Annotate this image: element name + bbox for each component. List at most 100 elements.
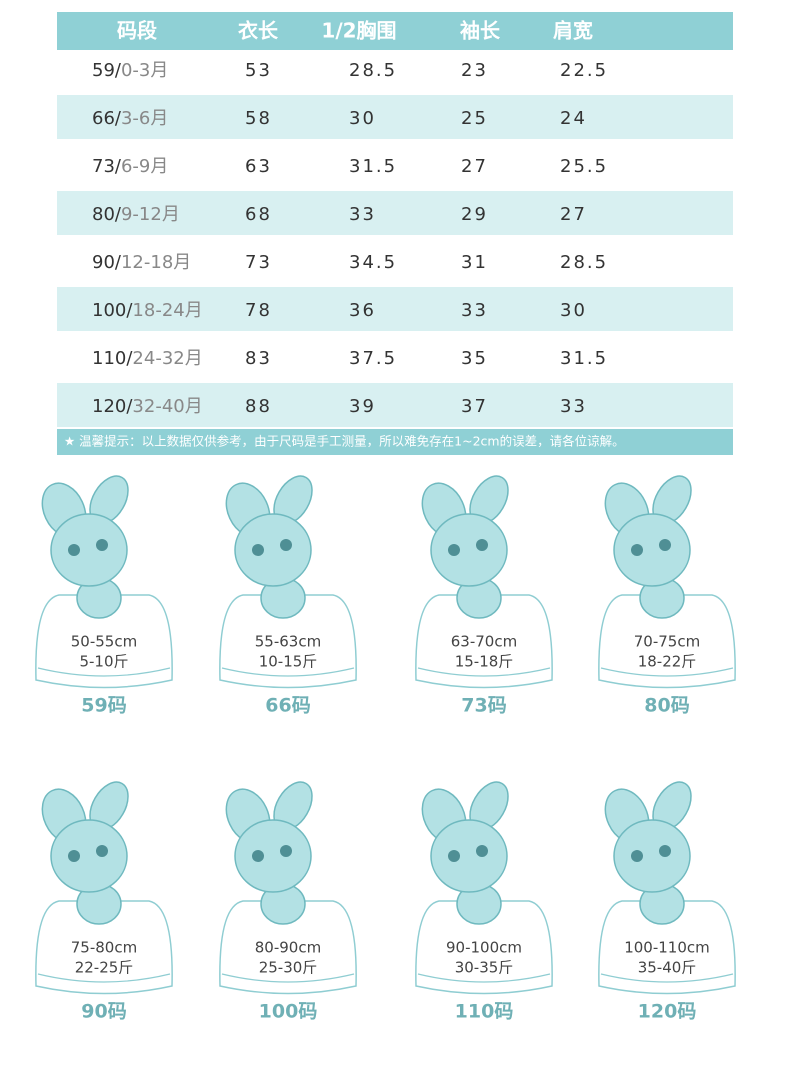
card-size: 110码 (455, 1001, 514, 1023)
measure-cell: 35 (461, 348, 488, 369)
size-number: 59/ (92, 60, 122, 81)
age-range: 0-3月 (121, 60, 168, 81)
size-cell: 59/0-3月 (92, 60, 168, 81)
header-cell: 袖长 (460, 19, 501, 43)
bunny-head (50, 513, 128, 587)
card-weight: 18-22斤 (638, 653, 697, 671)
measure-cell: 31.5 (560, 348, 608, 369)
size-cell: 100/18-24月 (92, 300, 203, 321)
card: 90-100cm 30-35斤 110码 (415, 781, 553, 1023)
header-cell: 肩宽 (553, 19, 593, 43)
cushion-edge (37, 667, 171, 677)
card-size: 80码 (644, 695, 689, 717)
bunny-eye (631, 544, 643, 556)
cushion (35, 594, 173, 689)
measure-cell: 24 (560, 108, 587, 129)
size-cell: 120/32-40月 (92, 396, 203, 417)
header-cell: 1/2胸围 (321, 19, 396, 43)
bunny-eye (476, 845, 488, 857)
bunny-eye (68, 544, 80, 556)
card-weight: 35-40斤 (638, 959, 697, 977)
card: 70-75cm 18-22斤 80码 (598, 475, 736, 717)
card-weight: 30-35斤 (455, 959, 514, 977)
cushion-edge (37, 973, 171, 983)
card-height: 75-80cm (71, 939, 137, 957)
size-cell: 73/6-9月 (92, 156, 168, 177)
card-size: 100码 (259, 1001, 318, 1023)
card-size: 120码 (638, 1001, 697, 1023)
cushion (219, 900, 357, 995)
card-size: 59码 (81, 695, 126, 717)
card: 50-55cm 5-10斤 59码 (35, 475, 173, 717)
row-band (57, 191, 733, 235)
note-bg (57, 429, 733, 455)
row-band (57, 95, 733, 139)
card-weight: 5-10斤 (79, 653, 128, 671)
measure-cell: 33 (349, 204, 376, 225)
bunny-eye (96, 845, 108, 857)
bunny-eye (280, 845, 292, 857)
card-size: 90码 (81, 1001, 126, 1023)
bunny-eye (252, 850, 264, 862)
card-height: 50-55cm (71, 633, 137, 651)
card-height: 63-70cm (451, 633, 517, 651)
measure-cell: 30 (349, 108, 376, 129)
size-cell: 80/9-12月 (92, 204, 180, 225)
size-number: 100/ (92, 300, 133, 321)
age-range: 18-24月 (132, 300, 202, 321)
card: 75-80cm 22-25斤 90码 (35, 781, 173, 1023)
size-number: 66/ (92, 108, 122, 129)
measure-cell: 33 (560, 396, 587, 417)
row-band (57, 287, 733, 331)
age-range: 6-9月 (121, 156, 168, 177)
bunny-eye (448, 544, 460, 556)
card: 80-90cm 25-30斤 100码 (219, 781, 357, 1023)
card-weight: 15-18斤 (455, 653, 514, 671)
size-number: 73/ (92, 156, 122, 177)
measure-cell: 63 (245, 156, 272, 177)
note: ★ 温馨提示：以上数据仅供参考，由于尺码是手工测量，所以难免存在1~2cm的误差… (64, 434, 625, 449)
cushion (415, 594, 553, 689)
measure-cell: 53 (245, 60, 272, 81)
cushion-edge (600, 667, 734, 677)
card-height: 100-110cm (624, 939, 710, 957)
age-range: 12-18月 (121, 252, 191, 273)
card-height: 80-90cm (255, 939, 321, 957)
bunny-eye (659, 539, 671, 551)
bunny-eye (280, 539, 292, 551)
size-number: 120/ (92, 396, 133, 417)
bunny-eye (96, 539, 108, 551)
bunny-eye (68, 850, 80, 862)
cushion (35, 900, 173, 995)
bunny-head (50, 819, 128, 893)
cushion-edge (221, 667, 355, 677)
cushion-edge (221, 973, 355, 983)
bunny-eye (659, 845, 671, 857)
measure-cell: 23 (461, 60, 488, 81)
bunny-head (234, 819, 312, 893)
measure-cell: 29 (461, 204, 488, 225)
measure-cell: 28.5 (349, 60, 397, 81)
age-range: 9-12月 (121, 204, 180, 225)
measure-cell: 88 (245, 396, 272, 417)
bunny-eye (476, 539, 488, 551)
measure-cell: 78 (245, 300, 272, 321)
bunny-eye (252, 544, 264, 556)
size-number: 110/ (92, 348, 133, 369)
card-weight: 25-30斤 (259, 959, 318, 977)
card: 55-63cm 10-15斤 66码 (219, 475, 357, 717)
measure-cell: 68 (245, 204, 272, 225)
card-weight: 22-25斤 (75, 959, 134, 977)
measure-cell: 33 (461, 300, 488, 321)
card-height: 70-75cm (634, 633, 700, 651)
card-weight: 10-15斤 (259, 653, 318, 671)
size-cell: 66/3-6月 (92, 108, 168, 129)
measure-cell: 37.5 (349, 348, 397, 369)
measure-cell: 22.5 (560, 60, 608, 81)
card-size: 66码 (265, 695, 310, 717)
header-cell: 衣长 (238, 19, 279, 43)
cushion-edge (417, 973, 551, 983)
bunny-eye (448, 850, 460, 862)
